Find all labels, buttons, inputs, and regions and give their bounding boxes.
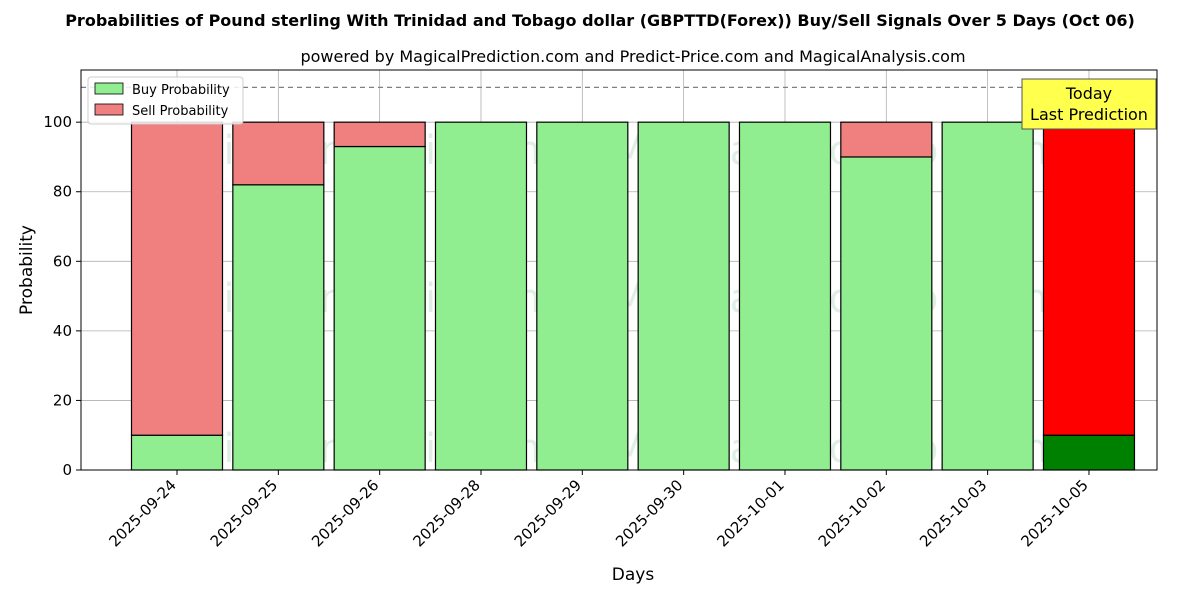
bar-buy bbox=[738, 121, 832, 471]
bar-buy bbox=[130, 434, 224, 471]
today-annotation-box bbox=[1021, 78, 1157, 130]
bar-sell bbox=[1042, 121, 1136, 436]
bar-sell bbox=[232, 121, 325, 186]
legend: Buy Probability Sell Probability bbox=[87, 76, 244, 125]
y-tick-label: 20 bbox=[53, 391, 72, 409]
bar-buy bbox=[941, 121, 1034, 471]
bar-buy bbox=[1042, 434, 1136, 471]
today-annotation: Today Last Prediction bbox=[1021, 78, 1157, 130]
chart-title: Probabilities of Pound sterling With Tri… bbox=[65, 11, 1135, 30]
today-annotation-line-1: Today bbox=[1065, 84, 1112, 103]
bar-buy bbox=[333, 145, 426, 471]
bar-sell bbox=[333, 121, 426, 148]
legend-box bbox=[87, 76, 244, 125]
y-axis: 0 20 40 60 80 100 bbox=[43, 113, 81, 479]
today-annotation-line-2: Last Prediction bbox=[1030, 105, 1148, 124]
y-tick-label: 80 bbox=[53, 183, 72, 201]
y-tick-label: 100 bbox=[43, 113, 72, 131]
legend-label-buy: Buy Probability bbox=[132, 83, 230, 98]
bar-sell bbox=[130, 121, 224, 436]
bar-buy bbox=[637, 121, 730, 471]
x-axis-label: Days bbox=[612, 565, 655, 585]
bar-buy bbox=[434, 121, 528, 471]
legend-swatch-buy bbox=[94, 82, 124, 95]
bar-buy bbox=[840, 156, 933, 471]
chart-subtitle: powered by MagicalPrediction.com and Pre… bbox=[300, 47, 965, 66]
plot-frame bbox=[80, 69, 1158, 471]
bar-buy bbox=[232, 184, 325, 471]
y-axis-label: Probability bbox=[17, 225, 37, 315]
legend-label-sell: Sell Probability bbox=[132, 104, 229, 119]
legend-swatch-sell bbox=[94, 103, 124, 116]
y-tick-label: 40 bbox=[53, 322, 72, 340]
y-tick-label: 60 bbox=[53, 252, 72, 270]
bar-sell bbox=[840, 121, 933, 158]
bar-buy bbox=[536, 121, 629, 471]
y-tick-label: 0 bbox=[62, 461, 72, 479]
bars bbox=[130, 121, 1136, 471]
